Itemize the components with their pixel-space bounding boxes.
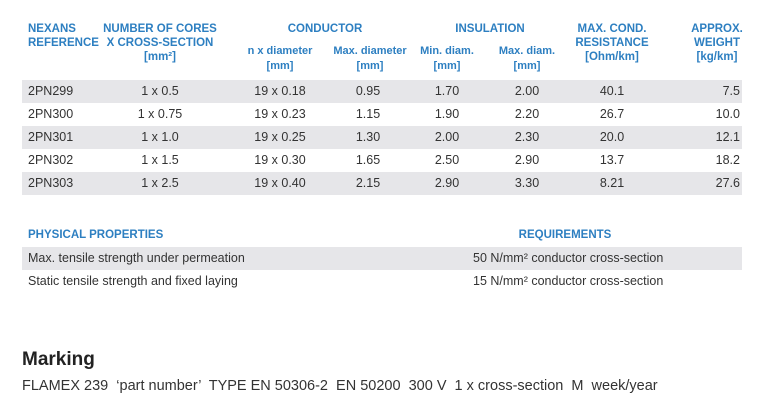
cell: 10.0 [715, 107, 740, 121]
column-header: APPROX. [691, 23, 743, 35]
cell: 19 x 0.23 [254, 107, 306, 121]
column-header: X CROSS-SECTION [106, 37, 214, 49]
cell: 2PN301 [28, 130, 74, 144]
row-band [22, 80, 742, 103]
row-band [22, 172, 742, 195]
cell: 40.1 [599, 84, 625, 98]
cell: 20.0 [599, 130, 625, 144]
sub-header: Min. diam. [420, 45, 474, 57]
cell: 2.30 [514, 130, 540, 144]
cell: 2.15 [355, 176, 381, 190]
cell: 1.30 [355, 130, 381, 144]
column-header: NEXANS [28, 23, 76, 35]
cell: 2PN303 [28, 176, 74, 190]
cell: 2PN299 [28, 84, 74, 98]
group-header: INSULATION [455, 23, 525, 35]
column-header: [Ohm/km] [585, 51, 639, 63]
cell: 8.21 [599, 176, 625, 190]
sub-header: [mm] [266, 60, 294, 72]
cell: 1 x 2.5 [141, 176, 179, 190]
marking-text: FLAMEX 239 ‘part number’ TYPE EN 50306-2… [22, 378, 658, 394]
cell: 1.65 [355, 153, 381, 167]
cell: 12.1 [715, 130, 740, 144]
cell: 1 x 0.5 [141, 84, 179, 98]
sub-header: [mm] [356, 60, 384, 72]
column-header: WEIGHT [694, 37, 740, 49]
cell: 27.6 [715, 176, 740, 190]
property: Max. tensile strength under permeation [28, 251, 245, 265]
cell: 1 x 1.5 [141, 153, 179, 167]
cell: 2.90 [514, 153, 540, 167]
row-band [22, 270, 742, 293]
column-header: NUMBER OF CORES [103, 23, 217, 35]
cell: 13.7 [599, 153, 625, 167]
cell: 1.90 [434, 107, 460, 121]
cell: 19 x 0.40 [254, 176, 306, 190]
column-header: [kg/km] [696, 51, 738, 63]
cell: 1.70 [434, 84, 460, 98]
sub-header: Max. diam. [498, 45, 556, 57]
section-header: REQUIREMENTS [518, 229, 612, 241]
cell: 26.7 [599, 107, 625, 121]
cell: 1 x 1.0 [141, 130, 179, 144]
cell: 1.15 [355, 107, 381, 121]
sub-header: Max. diameter [333, 45, 407, 57]
requirement: 15 N/mm² conductor cross-section [473, 274, 664, 288]
column-header: RESISTANCE [575, 37, 649, 49]
group-header: CONDUCTOR [287, 23, 363, 35]
sub-header: [mm] [433, 60, 461, 72]
column-header: [mm²] [144, 51, 176, 63]
cell: 19 x 0.30 [254, 153, 306, 167]
cell: 7.5 [722, 84, 740, 98]
cell: 0.95 [355, 84, 381, 98]
cell: 18.2 [715, 153, 740, 167]
sub-header: [mm] [513, 60, 541, 72]
cell: 2.00 [514, 84, 540, 98]
cell: 19 x 0.25 [254, 130, 306, 144]
row-band [22, 126, 742, 149]
cell: 19 x 0.18 [254, 84, 306, 98]
column-header: MAX. COND. [577, 23, 647, 35]
marking-title: Marking [22, 349, 95, 370]
cell: 2PN300 [28, 107, 74, 121]
requirement: 50 N/mm² conductor cross-section [473, 251, 664, 265]
cell: 2.00 [434, 130, 460, 144]
cell: 2PN302 [28, 153, 74, 167]
row-band [22, 103, 742, 126]
cell: 2.90 [434, 176, 460, 190]
row-band [22, 247, 742, 270]
row-band [22, 149, 742, 172]
cell: 2.20 [514, 107, 540, 121]
cell: 3.30 [514, 176, 540, 190]
property: Static tensile strength and fixed laying [28, 274, 238, 288]
sub-header: n x diameter [247, 45, 313, 57]
cell: 2.50 [434, 153, 460, 167]
section-header: PHYSICAL PROPERTIES [28, 229, 164, 241]
cell: 1 x 0.75 [137, 107, 183, 121]
column-header: REFERENCE [28, 37, 99, 49]
